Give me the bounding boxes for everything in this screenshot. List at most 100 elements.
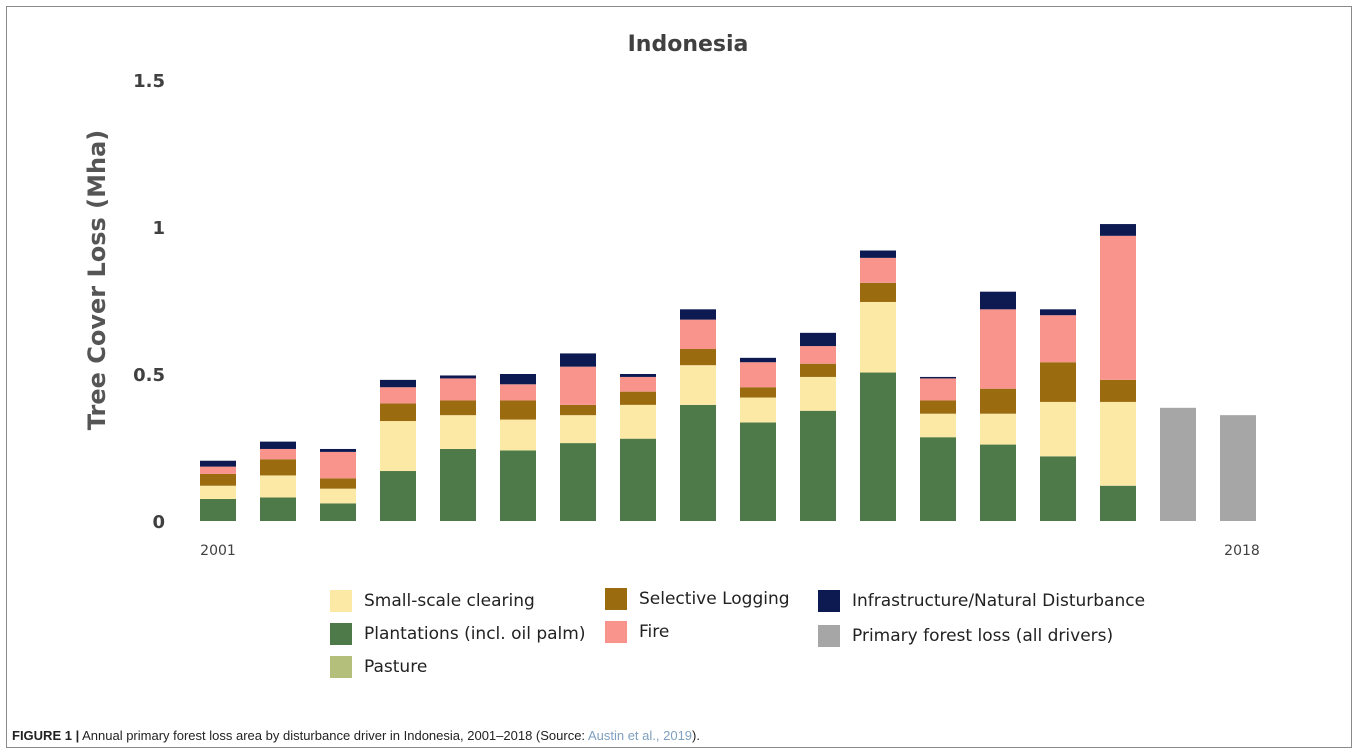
y-tick-label: 1.5 [133,71,165,92]
bar-segment [560,443,596,521]
bar-segment [560,366,596,405]
y-tick-label: 1 [152,218,165,239]
bar-segment [440,375,476,379]
bar-segment [200,466,236,474]
legend-swatch [605,621,627,643]
legend-swatch [330,623,352,645]
bar-segment [740,362,776,388]
bar-segment [500,374,536,385]
bar-segment [260,497,296,521]
legend-label: Plantations (incl. oil palm) [364,624,586,644]
legend-item: Pasture [330,656,427,678]
caption-text: Annual primary forest loss area by distu… [79,728,588,743]
bar-segment [320,503,356,521]
bar-segment [200,473,236,486]
legend-item: Fire [605,621,669,643]
bars [200,224,1256,521]
bar-segment [1100,485,1136,521]
bar-segment [260,459,296,476]
bar-segment [320,448,356,452]
bar-segment [920,376,956,379]
bar-segment [680,349,716,366]
caption-end: ). [692,728,700,743]
legend-label: Fire [639,622,670,642]
bar-segment [680,309,716,320]
legend-label: Infrastructure/Natural Disturbance [852,591,1146,611]
source-link[interactable]: Austin et al., 2019 [587,728,693,743]
bar-segment [320,451,356,479]
bar-segment [380,387,416,404]
bar-segment [200,485,236,499]
legend-swatch [818,590,840,612]
bar-segment [860,372,896,521]
bar-segment [500,419,536,451]
y-axis-label: Tree Cover Loss (Mha) [83,130,111,431]
legend-label: Pasture [364,657,428,677]
bar-segment [920,400,956,414]
legend-label: Primary forest loss (all drivers) [852,626,1114,646]
legend-item: Infrastructure/Natural Disturbance [818,590,1145,612]
legend-label: Selective Logging [639,589,790,609]
bar-segment [860,301,896,373]
bar-segment [260,441,296,449]
bar-segment [200,460,236,467]
legend-item: Small-scale clearing [330,590,535,612]
legend-swatch [818,625,840,647]
bar-segment [800,346,836,364]
bar-segment [740,397,776,423]
bar-segment [980,309,1016,389]
bar-segment [620,376,656,392]
x-tick-label: 2018 [1224,543,1260,559]
bar-segment [560,353,596,367]
bar-segment [980,388,1016,414]
bar-segment [440,415,476,449]
bar-segment [800,410,836,521]
bar-segment [200,498,236,521]
bar-segment [380,471,416,521]
bar-segment [860,257,896,283]
bar-segment [680,365,716,405]
y-axis-ticks: 0 0.5 1 1.5 [133,71,165,533]
legend-item: Plantations (incl. oil palm) [330,623,585,645]
bar-segment [1100,379,1136,402]
bar-segment [980,291,1016,310]
bar-segment [320,488,356,504]
bar-segment [620,438,656,521]
bar-segment [620,374,656,377]
bar-segment [440,448,476,521]
bar-segment [1040,309,1076,316]
bar-segment [620,391,656,405]
bar-segment [500,384,536,401]
bar-segment [980,444,1016,521]
legend-swatch [330,656,352,678]
bar-segment [740,357,776,363]
bar-segment [560,415,596,444]
y-tick-label: 0.5 [133,365,165,386]
bar-segment [1160,407,1196,521]
bar-segment [920,413,956,438]
bar-segment [1040,456,1076,521]
bar-segment [380,421,416,472]
legend-item: Selective Logging [605,588,790,610]
bar-segment [920,378,956,401]
x-tick-label: 2001 [200,543,236,559]
bar-segment [380,379,416,388]
bar-segment [380,403,416,422]
legend-label: Small-scale clearing [364,591,535,611]
figure-caption: FIGURE 1 | Annual primary forest loss ar… [12,728,700,743]
y-tick-label: 0 [152,512,165,533]
bar-segment [560,404,596,416]
legend-swatch [605,588,627,610]
bar-segment [800,332,836,347]
bar-segment [920,437,956,521]
bar-segment [860,282,896,302]
figure-frame [6,6,1352,748]
bar-segment [620,404,656,439]
bar-segment [800,376,836,411]
bar-segment [1100,401,1136,486]
bar-segment [1040,362,1076,402]
bar-segment [1040,401,1076,457]
bar-segment [1220,415,1256,521]
bar-segment [800,363,836,377]
chart-title: Indonesia [628,32,749,57]
